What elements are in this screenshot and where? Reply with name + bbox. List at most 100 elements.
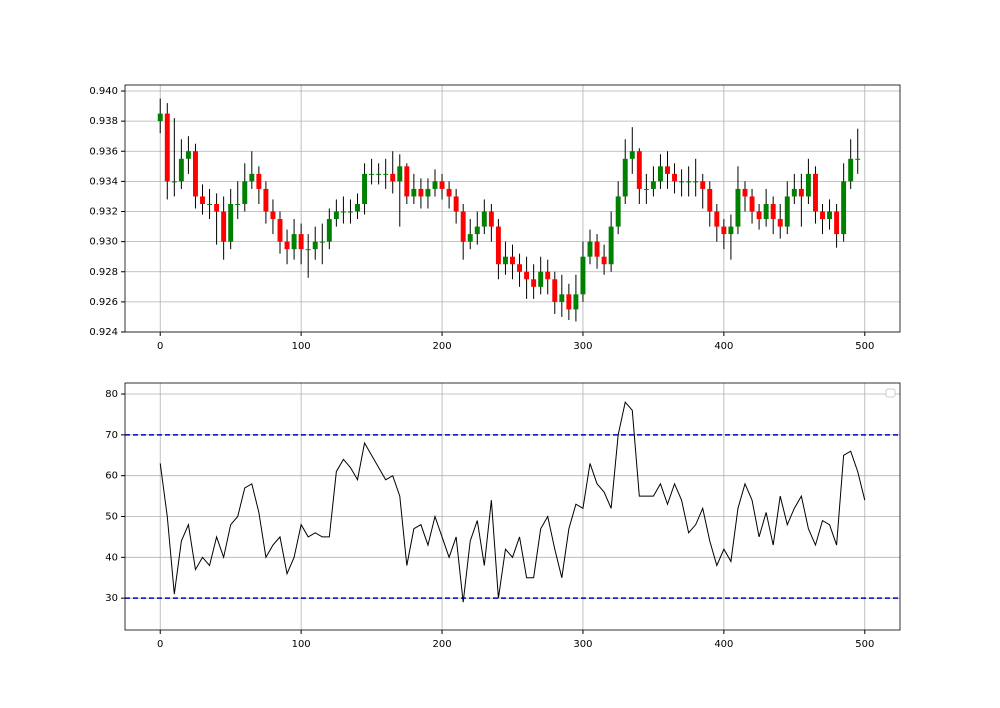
candle-body — [397, 166, 403, 182]
candle-body — [728, 226, 734, 235]
candle-body — [228, 203, 234, 242]
candle-body — [650, 181, 656, 189]
candle-body — [594, 241, 600, 257]
candle-body — [481, 211, 487, 227]
candle-body — [777, 219, 783, 227]
y-tick-label: 0.936 — [89, 146, 118, 157]
candle-body — [383, 173, 389, 175]
candle-body — [608, 226, 614, 265]
candle-body — [636, 151, 642, 189]
candle-body — [693, 181, 699, 183]
x-tick-label: 200 — [432, 341, 451, 352]
candle-body — [517, 264, 523, 272]
candle-body — [756, 211, 762, 220]
y-tick-label: 80 — [105, 389, 118, 400]
x-tick-label: 100 — [292, 639, 311, 650]
x-tick-label: 300 — [573, 341, 592, 352]
y-tick-label: 70 — [105, 430, 118, 441]
candle-body — [347, 211, 353, 213]
candle-body — [185, 151, 191, 159]
candle-body — [418, 188, 424, 197]
candle-body — [538, 271, 544, 287]
y-tick-label: 60 — [105, 471, 118, 482]
candle-body — [587, 241, 593, 257]
candle-body — [404, 166, 410, 197]
candle-body — [629, 151, 635, 159]
y-tick-label: 0.938 — [89, 116, 118, 127]
candle-body — [770, 203, 776, 220]
candle-body — [235, 203, 241, 205]
candle-body — [467, 234, 473, 242]
candle-body — [510, 256, 515, 265]
candle-body — [812, 173, 818, 212]
y-tick-label: 0.930 — [89, 237, 118, 248]
candle-body — [432, 181, 438, 189]
x-tick-label: 500 — [855, 341, 874, 352]
y-tick-label: 40 — [105, 552, 118, 563]
candle-body — [291, 234, 297, 250]
candle-body — [580, 256, 586, 295]
candle-body — [573, 294, 579, 310]
candle-body — [178, 158, 184, 182]
candle-body — [362, 173, 368, 204]
candle-body — [721, 226, 727, 235]
candle-body — [192, 151, 198, 197]
candle-body — [298, 234, 304, 250]
candle-body — [474, 226, 480, 235]
candle-body — [340, 211, 346, 213]
y-tick-label: 0.926 — [89, 297, 118, 308]
x-tick-label: 400 — [714, 341, 733, 352]
axes-frame — [124, 84, 901, 333]
candle-body — [502, 256, 508, 265]
candle-body — [834, 211, 840, 235]
candle-body — [164, 113, 170, 182]
y-tick-label: 0.928 — [89, 267, 118, 278]
candle-body — [841, 181, 847, 235]
candle-body — [242, 181, 248, 204]
candle-body — [453, 196, 459, 212]
candle-body — [200, 196, 205, 204]
candle-body — [425, 188, 431, 197]
candle-body — [531, 279, 537, 287]
candle-body — [270, 211, 276, 220]
candle-body — [665, 166, 670, 174]
candle-body — [742, 188, 748, 197]
candle-body — [784, 196, 790, 227]
candle-body — [488, 211, 494, 227]
candle-body — [446, 188, 452, 197]
candle-body — [643, 188, 649, 190]
candle-body — [439, 181, 445, 189]
candle-body — [657, 166, 663, 182]
candle-body — [679, 181, 685, 183]
candle-body — [707, 188, 713, 212]
candle-body — [326, 219, 332, 242]
candle-body — [524, 271, 530, 280]
candle-body — [848, 158, 854, 182]
y-tick-label: 0.940 — [89, 86, 118, 97]
candle-body — [672, 173, 678, 182]
candle-body — [460, 211, 466, 242]
candle-body — [277, 219, 283, 242]
candle-body — [171, 181, 177, 183]
y-tick-label: 50 — [105, 512, 118, 523]
candle-body — [805, 173, 811, 197]
x-tick-label: 100 — [292, 341, 311, 352]
candle-body — [820, 211, 825, 220]
candle-body — [390, 173, 396, 182]
legend — [885, 388, 896, 398]
candle-body — [552, 279, 558, 302]
candle-body — [763, 203, 769, 220]
candle-body — [355, 203, 360, 212]
x-tick-label: 0 — [157, 639, 163, 650]
candle-body — [559, 294, 565, 302]
candle-body — [333, 211, 339, 220]
candle-body — [305, 249, 311, 251]
candle-body — [791, 188, 797, 197]
candle-body — [798, 188, 804, 197]
candle-body — [622, 158, 628, 197]
y-tick-label: 0.924 — [89, 327, 118, 338]
candle-body — [214, 203, 220, 212]
candle-body — [495, 226, 501, 265]
